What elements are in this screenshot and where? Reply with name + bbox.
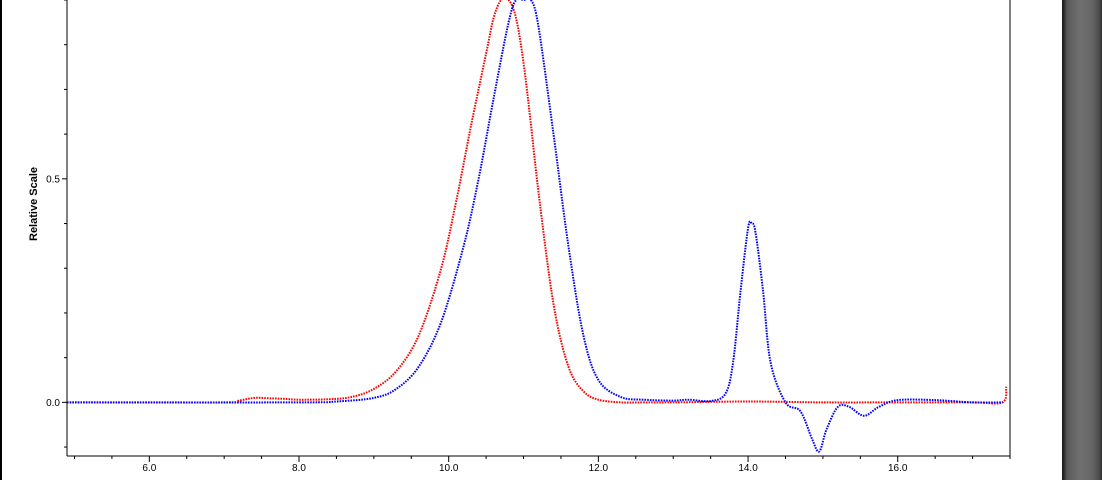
window-left-edge bbox=[0, 0, 2, 480]
x-tick-label: 6.0 bbox=[142, 463, 156, 474]
blue-trace-line bbox=[66, 0, 1003, 453]
x-tick-label: 16.0 bbox=[888, 463, 908, 474]
x-tick-label: 10.0 bbox=[439, 463, 459, 474]
plot-frame bbox=[66, 0, 1011, 457]
y-axis-ticks: 0.0 0.5 bbox=[46, 0, 67, 448]
x-tick-label: 12.0 bbox=[589, 463, 609, 474]
chromatogram-chart: 6.0 8.0 10.0 12.0 14.0 16.0 0.0 0.5 Relative S… bbox=[28, 0, 1011, 474]
y-tick-label: 0.5 bbox=[46, 174, 60, 185]
red-trace-line bbox=[66, 0, 1008, 405]
x-tick-label: 14.0 bbox=[738, 463, 758, 474]
x-tick-label: 8.0 bbox=[292, 463, 306, 474]
x-axis-ticks: 6.0 8.0 10.0 12.0 14.0 16.0 bbox=[73, 456, 1011, 474]
y-tick-label: 0.0 bbox=[46, 398, 60, 409]
series-group bbox=[66, 0, 1008, 453]
window-right-bezel bbox=[1062, 0, 1102, 480]
y-axis-label: Relative Scale bbox=[28, 167, 40, 241]
